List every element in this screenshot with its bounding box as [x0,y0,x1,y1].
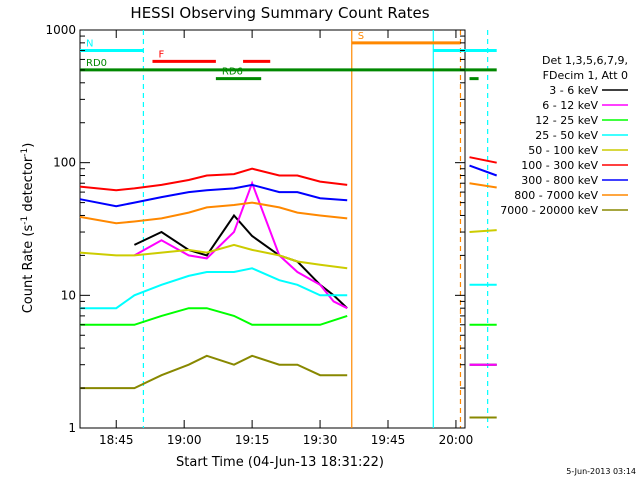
flag-label-s: S [358,31,364,42]
y-tick-label-3: 1000 [45,23,76,37]
series-line-0-segA [133,213,348,309]
x-tick-label-1: 19:00 [167,433,202,447]
legend-label-1: 6 - 12 keV [542,99,598,112]
series-line-4-segB [469,229,497,233]
y-axis-label: Count Rate (s-1 detector-1) [20,143,36,314]
flag-label-f: F [158,49,164,60]
series-line-5-segA [79,167,348,192]
legend-label-4: 50 - 100 keV [528,144,598,157]
legend-label-0: 3 - 6 keV [549,84,598,97]
x-tick-label-5: 20:00 [439,433,474,447]
y-axis-label-main: Count Rate (s [21,225,36,314]
chart-title: HESSI Observing Summary Count Rates [130,4,429,22]
y-axis-label-mid: detector [21,156,36,216]
y-axis-label-sup2: -1 [20,148,30,157]
y-tick-label-2: 100 [53,156,76,170]
series-line-6-segA [79,183,348,208]
x-tick-label-0: 18:45 [99,433,134,447]
legend-label-7: 800 - 7000 keV [514,189,598,202]
series-line-8-segA [80,354,348,390]
x-tick-label-4: 19:45 [371,433,406,447]
y-axis-label-end: ) [21,143,36,148]
legend-header-1: FDecim 1, Att 0 [543,69,628,82]
y-axis-label-sup1: -1 [20,216,30,225]
series-line-6-segB [469,164,498,177]
legend-label-3: 25 - 50 keV [535,129,598,142]
legend-label-8: 7000 - 20000 keV [500,204,598,217]
flag-label-n: N [86,39,93,50]
y-tick-label-0: 1 [68,421,76,435]
x-axis-label: Start Time (04-Jun-13 18:31:22) [176,455,384,470]
legend: Det 1,3,5,6,7,9, FDecim 1, Att 0 3 - 6 keV… [500,54,628,217]
series-line-7-segB [469,182,497,189]
series-line-5-segB [469,156,497,164]
legend-header-0: Det 1,3,5,6,7,9, [542,54,628,67]
plot-area: N S F RD0 RD6 18:45 19:00 19:15 19:30 19:45 20:00 1… [45,23,498,447]
legend-label-5: 100 - 300 keV [521,159,598,172]
flag-label-rd0: RD0 [86,58,107,69]
x-tick-label-3: 19:30 [303,433,338,447]
series-line-4-segA [79,243,348,270]
y-tick-label-1: 10 [61,288,76,302]
flag-label-rd6: RD6 [222,67,243,78]
axes-frame [79,29,466,429]
legend-label-2: 12 - 25 keV [535,114,598,127]
footer-timestamp: 5-Jun-2013 03:14 [566,467,636,476]
series-line-3-segA [80,267,348,310]
x-tick-label-2: 19:15 [235,433,270,447]
series-line-7-segA [79,201,348,225]
legend-label-6: 300 - 800 keV [521,174,598,187]
series-line-2-segA [80,307,348,326]
